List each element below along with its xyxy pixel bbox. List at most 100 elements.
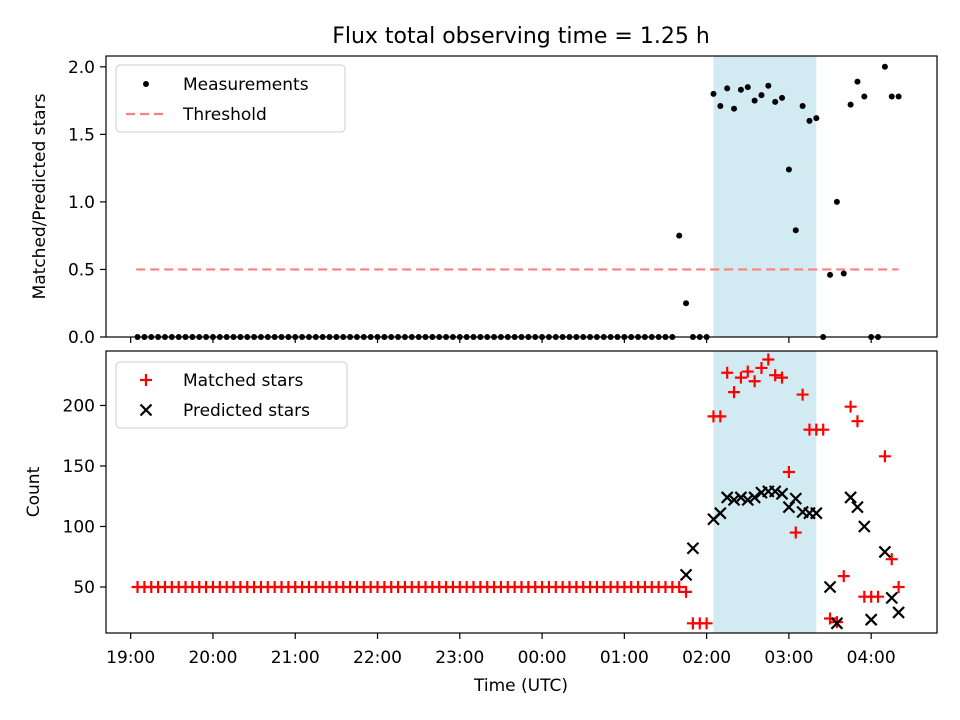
predicted-star-point	[878, 545, 892, 559]
measurement-point	[683, 300, 690, 307]
predicted-star-point	[864, 613, 878, 626]
measurement-point	[847, 101, 854, 108]
matched-star-point	[748, 375, 761, 388]
y-tick-label: 100	[63, 517, 95, 537]
predicted-star-point	[139, 403, 153, 417]
matched-star-point	[741, 365, 754, 378]
x-tick-label: 00:00	[518, 648, 567, 668]
matched-star-point	[728, 386, 741, 399]
measurement-point	[806, 117, 813, 124]
predicted-star-point	[789, 492, 803, 505]
x-tick-label: 04:00	[847, 648, 896, 668]
predicted-star-point	[830, 617, 844, 630]
predicted-star-point	[844, 491, 857, 504]
plot-frame	[105, 55, 938, 338]
measurement-point	[724, 85, 731, 92]
legend-label-measurements: Measurements	[183, 75, 309, 95]
measurement-point	[772, 98, 779, 105]
matched-star-point	[837, 570, 850, 583]
predicted-star-point	[892, 606, 905, 619]
measurement-point	[765, 82, 772, 89]
x-tick-label: 19:00	[106, 648, 155, 668]
measurement-point	[785, 166, 792, 173]
matched-star-point	[721, 366, 734, 379]
shaded-region	[713, 56, 817, 337]
predicted-star-point	[782, 500, 796, 514]
matched-star-point	[782, 466, 795, 479]
matched-star-point	[769, 369, 782, 382]
predicted-star-point	[727, 493, 741, 507]
y-tick-label: 150	[63, 457, 95, 477]
matched-star-point	[796, 388, 809, 401]
x-tick-label: 23:00	[435, 648, 484, 668]
measurement-point	[779, 94, 786, 101]
y-tick-label: 0.5	[68, 260, 95, 280]
measurement-point	[881, 63, 888, 70]
predicted-star-point	[858, 520, 871, 533]
legend-label-matched: Matched stars	[183, 371, 303, 391]
x-axis-label: Time (UTC)	[473, 676, 568, 696]
predicted-star-point	[720, 491, 734, 504]
measurement-point	[861, 93, 868, 100]
matched-star-point	[714, 410, 727, 423]
predicted-star-point	[823, 580, 837, 594]
measurement-point	[792, 227, 799, 234]
legend-box	[115, 64, 346, 133]
measurement-point	[895, 93, 902, 100]
x-tick-label: 21:00	[271, 648, 320, 668]
ratio-panel: 0.0 0.5 1.0 1.5 2.0 Matched/Predicted stars Me…	[30, 55, 938, 348]
legend-box	[115, 361, 348, 429]
predicted-star-point	[734, 491, 748, 504]
x-tick-label: 22:00	[353, 648, 402, 668]
measurement-point	[840, 270, 847, 277]
measurement-point	[744, 84, 751, 91]
measurement-point	[717, 102, 724, 109]
count-panel: 50 100 150 200 19:00 20:00 21:00 22:00 23:00 00:0…	[24, 350, 938, 668]
y-tick-label: 50	[73, 578, 95, 598]
y-tick-label: 2.0	[68, 58, 95, 78]
predicted-star-point	[679, 568, 693, 582]
measurement-point	[799, 102, 806, 109]
matched-star-point	[776, 371, 789, 384]
matched-star-point	[851, 415, 864, 428]
matched-star-point	[140, 374, 152, 386]
y-axis-label: Matched/Predicted stars	[30, 93, 50, 299]
matched-star-point	[700, 617, 713, 630]
measurement-point	[710, 90, 717, 97]
x-tick-label: 01:00	[600, 648, 649, 668]
predicted-star-point	[686, 542, 700, 555]
matched-star-point	[872, 590, 885, 603]
matched-star-point	[755, 361, 768, 374]
measurement-point	[143, 81, 149, 87]
measurement-point	[751, 97, 758, 104]
plot-frame	[105, 350, 938, 634]
matched-star-point	[878, 450, 891, 463]
matched-star-point	[824, 612, 837, 625]
measurement-point	[888, 93, 895, 100]
y-tick-label: 1.0	[68, 193, 95, 213]
legend-label-predicted: Predicted stars	[183, 401, 310, 421]
x-tick-label: 03:00	[764, 648, 813, 668]
measurement-point	[758, 92, 765, 99]
matched-star-point	[734, 371, 747, 384]
y-axis-label: Count	[24, 466, 44, 517]
predicted-star-point	[714, 506, 727, 520]
y-tick-label: 1.5	[68, 125, 95, 145]
y-tick-label: 200	[63, 396, 95, 416]
matched-star-point	[789, 526, 802, 539]
predicted-star-point	[741, 493, 755, 507]
legend-label-threshold: Threshold	[182, 105, 267, 125]
matched-star-point	[885, 553, 898, 566]
measurement-point	[854, 78, 861, 85]
matched-star-point	[680, 585, 693, 598]
shaded-region	[713, 351, 817, 633]
matched-star-point	[817, 423, 830, 436]
measurement-point	[676, 232, 683, 239]
predicted-star-point	[748, 491, 761, 504]
predicted-star-point	[851, 500, 864, 514]
measurement-point	[833, 198, 840, 205]
matched-star-point	[892, 581, 905, 594]
x-tick-label: 02:00	[682, 648, 731, 668]
matched-star-point	[844, 400, 857, 413]
